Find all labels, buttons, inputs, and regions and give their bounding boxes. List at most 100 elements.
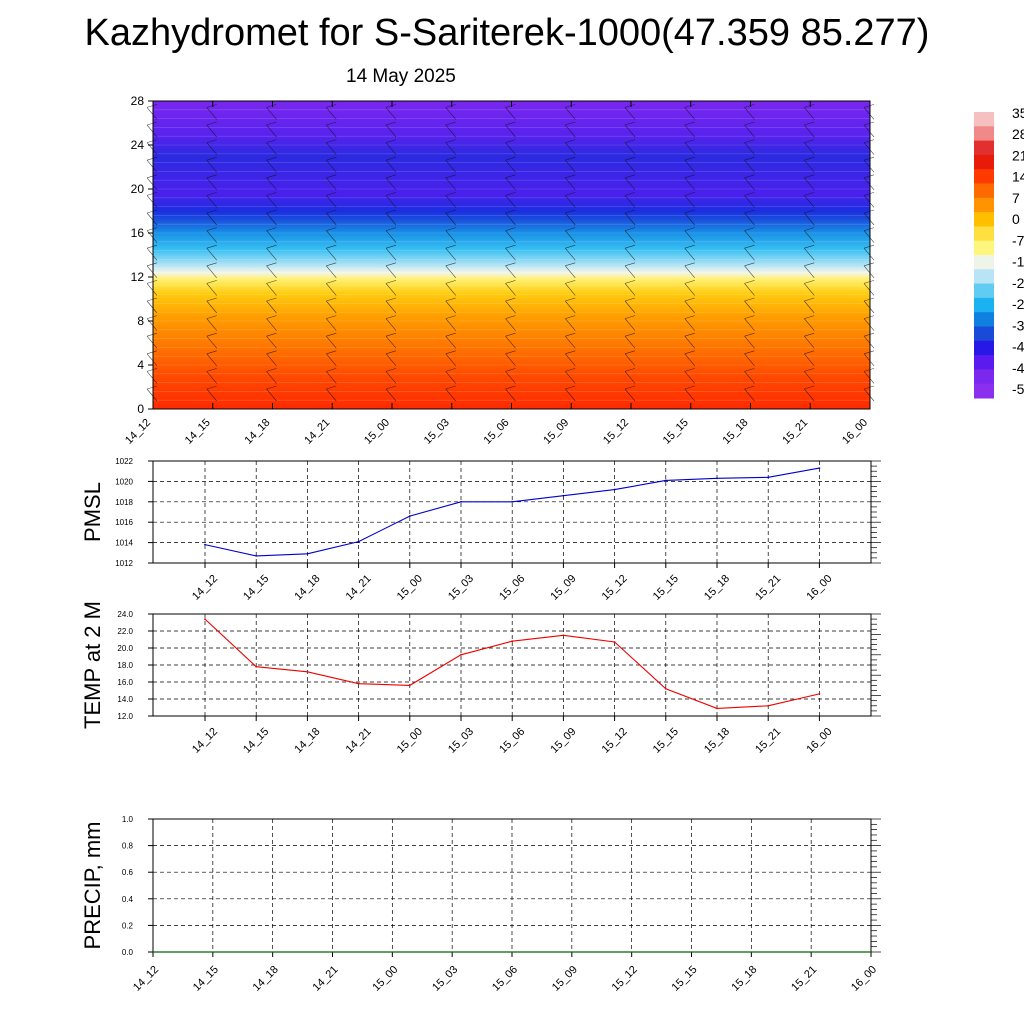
- data-point: [255, 554, 258, 557]
- wind-barb: [804, 227, 815, 243]
- y-tick-label: 24.0: [117, 610, 133, 619]
- x-tick-label: 15_06: [497, 573, 527, 603]
- colorbar-label: 21: [1012, 147, 1024, 163]
- wind-barb: [206, 297, 217, 314]
- y-tick-label: 14.0: [117, 695, 133, 704]
- y-axis-title: TEMP at 2 M: [80, 601, 105, 729]
- wind-barb: [505, 192, 516, 208]
- data-point: [511, 500, 514, 503]
- wind-barb: [565, 139, 576, 155]
- wind-barb: [326, 139, 337, 155]
- wind-barb: [505, 350, 516, 366]
- data-point: [818, 693, 821, 695]
- wind-barb: [505, 332, 516, 349]
- x-tick-label: 15_03: [446, 726, 476, 756]
- wind-barb: [684, 227, 695, 243]
- x-tick-label: 14_12: [131, 964, 161, 994]
- wind-barb: [266, 280, 277, 296]
- wind-barb: [565, 227, 576, 243]
- x-tick-label: 16_00: [804, 573, 834, 603]
- wind-barb: [684, 121, 695, 138]
- colorbar-swatch: [974, 369, 994, 385]
- wind-barb: [326, 209, 337, 226]
- wind-barb: [505, 368, 516, 384]
- data-point: [306, 670, 309, 673]
- wind-barb: [505, 174, 516, 190]
- wind-barb: [505, 104, 516, 120]
- y-tick-label: 0.0: [122, 948, 134, 957]
- colorbar-swatch: [974, 340, 994, 356]
- x-tick-label: 15_21: [789, 964, 819, 994]
- wind-barb: [206, 350, 217, 366]
- wind-barb: [804, 385, 815, 402]
- wind-barb: [385, 280, 397, 296]
- x-tick-label: 14_15: [183, 417, 213, 447]
- wind-barb: [326, 192, 337, 208]
- data-point: [664, 479, 667, 482]
- y-tick-label: 1012: [115, 559, 133, 568]
- wind-barb: [804, 104, 815, 120]
- wind-barb: [565, 174, 576, 190]
- wind-barb: [804, 121, 815, 138]
- wind-barb: [624, 227, 636, 243]
- cross-section-panel: 0 4 8 12 16 20 24 28 14_12 14_15 14_18 14_21 15_00 15…: [123, 94, 875, 447]
- wind-barb: [804, 174, 815, 190]
- wind-barb: [146, 385, 158, 402]
- y-tick-label: 8: [137, 314, 144, 328]
- wind-barb: [684, 280, 695, 296]
- wind-barb: [624, 156, 636, 173]
- wind-barb: [624, 385, 636, 402]
- x-tick-label: 15_00: [370, 964, 400, 994]
- wind-barb: [326, 332, 337, 349]
- data-point: [460, 500, 462, 503]
- x-tick-label: 15_12: [601, 417, 631, 447]
- wind-barb: [565, 385, 576, 402]
- wind-barb: [266, 297, 277, 314]
- wind-barb: [804, 280, 815, 296]
- wind-barb: [505, 209, 516, 226]
- data-point: [306, 552, 309, 555]
- wind-barb: [266, 368, 277, 384]
- wind-barb: [266, 244, 277, 261]
- wind-barb: [804, 262, 815, 278]
- y-tick-label: 4: [137, 358, 144, 372]
- wind-barb: [684, 385, 695, 402]
- wind-barb: [863, 350, 875, 366]
- wind-barb: [804, 192, 815, 208]
- wind-barb: [565, 121, 576, 138]
- wind-barb: [385, 368, 397, 384]
- wind-barb: [565, 209, 576, 226]
- y-tick-label: 16.0: [117, 678, 133, 687]
- wind-barb: [565, 368, 576, 384]
- wind-barb: [445, 121, 456, 138]
- y-tick-label: 1.0: [122, 815, 134, 824]
- colorbar-label: -7: [1012, 232, 1024, 248]
- colorbar: 35 28 21 14 7 0 -7 -1 -2 -2 -3 -4 -4 -5: [974, 105, 1024, 399]
- data-point: [716, 477, 718, 480]
- colorbar-swatch: [974, 140, 994, 156]
- wind-barb: [206, 227, 217, 243]
- wind-barb: [326, 244, 337, 261]
- wind-barb: [206, 209, 217, 226]
- wind-barb: [863, 315, 875, 331]
- wind-barb: [684, 209, 695, 226]
- wind-barb: [326, 156, 337, 173]
- wind-barb: [266, 104, 277, 120]
- wind-barb: [863, 104, 875, 120]
- y-tick-label: 0.6: [122, 868, 134, 877]
- x-tick-label: 15_00: [395, 573, 425, 603]
- x-tick-label: 16_00: [804, 726, 834, 756]
- y-tick-label: 1020: [115, 477, 133, 486]
- colorbar-swatch: [974, 312, 994, 327]
- wind-barb: [206, 244, 217, 261]
- wind-barb: [146, 262, 158, 278]
- wind-barb: [863, 280, 875, 296]
- wind-barb: [445, 139, 456, 155]
- wind-barb: [206, 156, 217, 173]
- wind-barb: [505, 262, 516, 278]
- data-point: [562, 634, 565, 637]
- x-tick-label: 15_06: [482, 417, 512, 447]
- wind-barb: [624, 121, 636, 138]
- wind-barb: [863, 192, 875, 208]
- wind-barb: [624, 262, 636, 278]
